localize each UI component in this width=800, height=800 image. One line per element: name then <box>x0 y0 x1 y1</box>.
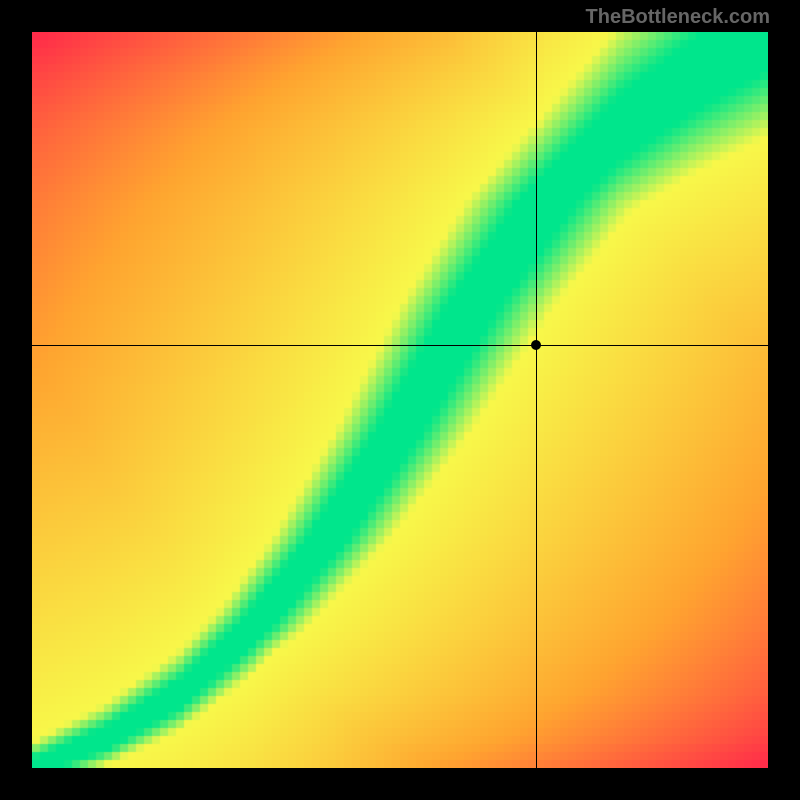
crosshair-horizontal <box>32 345 768 346</box>
crosshair-vertical <box>536 32 537 768</box>
heatmap-canvas <box>32 32 768 768</box>
crosshair-marker[interactable] <box>531 340 541 350</box>
watermark-text: TheBottleneck.com <box>586 6 770 29</box>
heatmap-plot <box>32 32 768 768</box>
